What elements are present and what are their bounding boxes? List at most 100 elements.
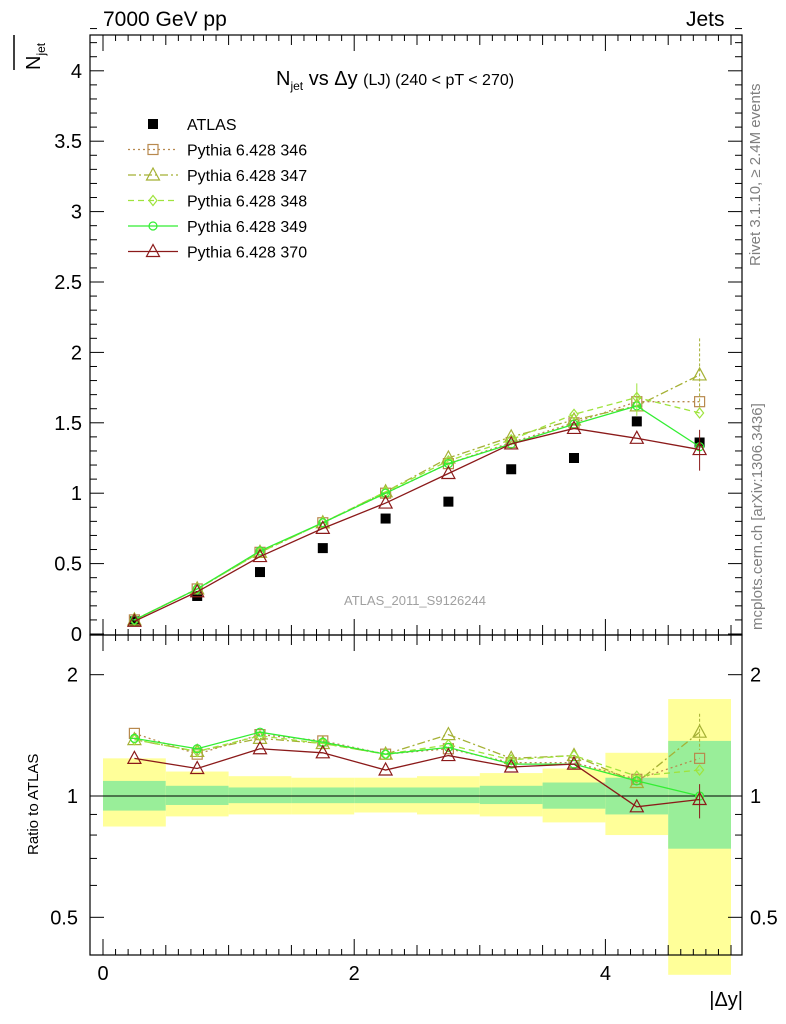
main-point-5-1 xyxy=(189,583,205,598)
main-point-3-6 xyxy=(506,433,516,446)
legend-entry-1: Pythia 6.428 346 xyxy=(128,143,307,160)
main-point-5-5 xyxy=(440,465,456,480)
header-right: Jets xyxy=(686,8,725,31)
main-point-5-7 xyxy=(566,420,582,435)
ratio-ytick-label-right-2: 2 xyxy=(750,665,761,687)
xtick-label-1: 2 xyxy=(349,963,360,985)
legend-entry-3: Pythia 6.428 348 xyxy=(128,194,307,211)
x-axis-label: |Δy| xyxy=(709,989,743,1011)
xtick-label-2: 4 xyxy=(600,963,611,985)
ratio-point-4-4 xyxy=(378,761,394,776)
main-ytick-label-7: 3.5 xyxy=(54,131,82,153)
legend-entry-4: Pythia 6.428 349 xyxy=(128,219,307,236)
atlas-point-5 xyxy=(443,496,454,507)
ratio-point-4-2 xyxy=(252,740,268,755)
main-point-5-6 xyxy=(503,435,519,450)
band-stat-5 xyxy=(417,787,480,804)
main-line-3 xyxy=(134,396,700,621)
axis-labels: 0 0.5 1 1.5 2 2.5 3 3.5 4 0 2 4 0.5 0.5 1 1 2 2 xyxy=(50,61,778,985)
main-ytick-label-8: 4 xyxy=(71,61,82,83)
main-point-5-2 xyxy=(252,548,268,563)
legend-marker-3 xyxy=(148,194,158,207)
legend-label-2: Pythia 6.428 347 xyxy=(187,168,307,185)
atlas-point-4 xyxy=(380,513,391,524)
ratio-line-1 xyxy=(134,731,701,784)
main-point-2-7 xyxy=(566,411,582,426)
ratio-ytick-label-right-1: 1 xyxy=(750,786,761,808)
watermark: ATLAS_2011_S9126244 xyxy=(344,593,486,608)
main-line-5 xyxy=(134,427,700,622)
main-point-5-8 xyxy=(629,430,645,444)
ratio-point-4-8 xyxy=(629,798,645,813)
main-ytick-label-0: 0 xyxy=(71,624,82,646)
atlas-point-2 xyxy=(255,567,265,578)
band-stat-6 xyxy=(479,785,543,805)
ratio-point-4-3 xyxy=(315,744,331,759)
main-point-5-0 xyxy=(126,613,142,627)
atlas-point-6 xyxy=(506,464,517,475)
ratio-point-2-9 xyxy=(694,764,705,776)
ratio-series-lines xyxy=(126,713,708,819)
main-ytick-label-5: 2.5 xyxy=(54,272,82,294)
main-line-4 xyxy=(134,405,700,621)
main-title: Njet vs Δy (LJ) (240 < pT < 270) xyxy=(276,68,514,93)
ratio-line-0 xyxy=(134,732,700,780)
axis-ticks xyxy=(90,28,742,955)
main-point-2-6 xyxy=(503,428,519,443)
legend-label-3: Pythia 6.428 348 xyxy=(187,194,307,211)
legend-marker-2 xyxy=(145,166,161,181)
legend-marker-5 xyxy=(145,243,161,258)
main-ytick-label-4: 2 xyxy=(71,342,82,364)
ratio-series-2 xyxy=(129,729,705,783)
legend-label-1: Pythia 6.428 346 xyxy=(187,143,307,160)
main-point-5-3 xyxy=(315,520,331,535)
atlas-point-7 xyxy=(569,453,579,463)
main-series-1 xyxy=(128,396,706,626)
header-left: 7000 GeV pp xyxy=(103,8,227,31)
band-stat-1 xyxy=(165,785,229,805)
ratio-point-2-6 xyxy=(506,753,516,766)
legend-marker-atlas xyxy=(148,119,158,129)
ratio-ytick-label-left-0: 0.5 xyxy=(50,907,78,929)
main-point-3-9 xyxy=(694,406,705,419)
main-series-lines xyxy=(126,338,708,627)
legend: ATLAS Pythia 6.428 346 Pythia 6.428 347 Pyt… xyxy=(128,117,307,262)
legend-marker-1 xyxy=(147,143,159,156)
atlas-point-3 xyxy=(317,543,328,554)
band-stat-2 xyxy=(228,787,292,804)
svg-text:Njet: Njet xyxy=(23,42,48,70)
ratio-line-4 xyxy=(134,748,700,808)
main-ytick-label-2: 1 xyxy=(71,483,82,505)
ratio-frame xyxy=(89,634,743,956)
main-point-1-9 xyxy=(693,396,706,408)
main-line-2 xyxy=(134,374,700,621)
main-ytick-label-1: 0.5 xyxy=(54,554,82,576)
legend-entry-0: ATLAS xyxy=(148,117,237,134)
band-stat-3 xyxy=(291,787,355,804)
legend-entry-5: Pythia 6.428 370 xyxy=(128,243,307,262)
legend-label-0: ATLAS xyxy=(187,117,237,134)
ratio-ytick-label-left-2: 2 xyxy=(67,665,78,687)
ratio-point-1-9 xyxy=(692,723,708,738)
ratio-point-1-5 xyxy=(440,726,456,741)
svg-text:Ratio to ATLAS: Ratio to ATLAS xyxy=(25,754,42,855)
ratio-ytick-label-left-1: 1 xyxy=(67,786,78,808)
ratio-point-4-7 xyxy=(566,755,582,770)
ratio-point-1-6 xyxy=(503,750,519,764)
main-point-5-4 xyxy=(378,494,394,509)
ratio-y-axis-label: Ratio to ATLAS xyxy=(25,754,42,855)
ratio-uncertainty-bands xyxy=(90,699,742,975)
main-ytick-label-3: 1.5 xyxy=(54,413,82,435)
atlas-point-1 xyxy=(192,590,203,601)
band-stat-4 xyxy=(354,787,417,804)
ratio-ytick-label-right-0: 0.5 xyxy=(750,907,778,929)
main-series-3 xyxy=(129,391,705,626)
ratio-line-3 xyxy=(134,731,700,797)
ratio-point-4-5 xyxy=(440,747,456,762)
main-point-3-7 xyxy=(569,408,579,421)
main-ytick-label-6: 3 xyxy=(71,202,82,224)
ratio-series-4 xyxy=(126,740,708,813)
main-y-axis-label: Njet xyxy=(23,42,48,70)
ratio-point-2-4 xyxy=(380,748,391,761)
